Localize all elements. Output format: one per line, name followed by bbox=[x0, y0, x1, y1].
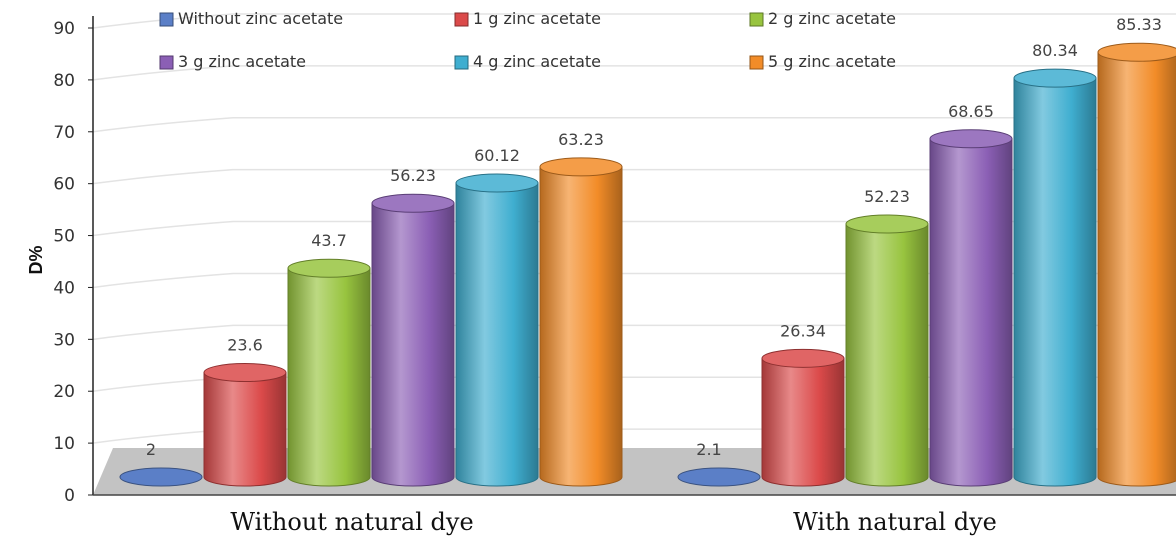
gridline bbox=[92, 65, 1176, 81]
legend-label: 5 g zinc acetate bbox=[768, 52, 896, 71]
data-label: 80.34 bbox=[1032, 41, 1078, 60]
y-axis-label: D% bbox=[26, 245, 46, 274]
y-tick-label: 50 bbox=[53, 227, 75, 247]
legend-swatch bbox=[749, 12, 764, 27]
y-tick-label: 0 bbox=[64, 486, 75, 506]
data-label: 26.34 bbox=[780, 321, 826, 340]
gridline bbox=[92, 324, 1176, 341]
legend-item: 2 g zinc acetate bbox=[749, 9, 896, 28]
data-label: 2 bbox=[146, 440, 156, 459]
y-tick-label: 90 bbox=[53, 19, 75, 39]
legend-item: 5 g zinc acetate bbox=[749, 52, 896, 71]
data-labels: 2 23.6 43.7 56.23 60.12 63.23 2.1 26.34 52.23 68.… bbox=[146, 15, 1162, 459]
y-tick-label: 80 bbox=[53, 71, 75, 91]
bar bbox=[539, 157, 623, 487]
bars bbox=[119, 42, 1176, 487]
gridline bbox=[92, 117, 1176, 133]
data-label: 2.1 bbox=[696, 440, 721, 459]
bar bbox=[761, 348, 845, 487]
bar bbox=[203, 363, 287, 487]
data-label: 43.7 bbox=[311, 231, 347, 250]
legend: Without zinc acetate 1 g zinc acetate 2 g … bbox=[159, 9, 896, 71]
y-tick-label: 70 bbox=[53, 123, 75, 143]
bar bbox=[845, 214, 929, 487]
legend-item: Without zinc acetate bbox=[159, 9, 343, 28]
y-tick-label: 60 bbox=[53, 175, 75, 195]
bar bbox=[455, 173, 539, 487]
data-label: 85.33 bbox=[1116, 15, 1162, 34]
legend-item: 4 g zinc acetate bbox=[454, 52, 601, 71]
legend-swatch bbox=[454, 12, 469, 27]
gridline bbox=[92, 272, 1176, 289]
gridline bbox=[92, 168, 1176, 185]
legend-swatch bbox=[159, 12, 174, 27]
legend-item: 3 g zinc acetate bbox=[159, 52, 306, 71]
legend-swatch bbox=[159, 55, 174, 70]
y-tick-label: 10 bbox=[53, 434, 75, 454]
bar bbox=[287, 258, 371, 487]
data-label: 68.65 bbox=[948, 102, 994, 121]
data-label: 52.23 bbox=[864, 187, 910, 206]
data-label: 63.23 bbox=[558, 130, 604, 149]
category-label: With natural dye bbox=[793, 508, 997, 536]
bar bbox=[119, 467, 203, 487]
legend-label: Without zinc acetate bbox=[178, 9, 343, 28]
bar bbox=[1097, 42, 1176, 487]
gridline bbox=[92, 220, 1176, 237]
legend-label: 4 g zinc acetate bbox=[473, 52, 601, 71]
legend-swatch bbox=[749, 55, 764, 70]
category-labels: Without natural dye With natural dye bbox=[230, 508, 997, 536]
bar bbox=[1013, 68, 1097, 487]
data-label: 60.12 bbox=[474, 146, 520, 165]
category-label: Without natural dye bbox=[230, 508, 473, 536]
data-label: 56.23 bbox=[390, 166, 436, 185]
legend-label: 1 g zinc acetate bbox=[473, 9, 601, 28]
legend-swatch bbox=[454, 55, 469, 70]
legend-label: 2 g zinc acetate bbox=[768, 9, 896, 28]
legend-label: 3 g zinc acetate bbox=[178, 52, 306, 71]
bar bbox=[929, 129, 1013, 487]
y-tick-label: 40 bbox=[53, 278, 75, 298]
data-label: 23.6 bbox=[227, 336, 263, 355]
y-tick-label: 30 bbox=[53, 330, 75, 350]
y-tick-label: 20 bbox=[53, 382, 75, 402]
legend-item: 1 g zinc acetate bbox=[454, 9, 601, 28]
y-axis: 0 10 20 30 40 50 60 70 80 90 bbox=[53, 16, 1176, 506]
bar bbox=[677, 467, 761, 487]
bar bbox=[371, 193, 455, 487]
